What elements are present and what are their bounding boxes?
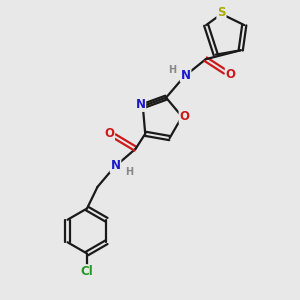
Text: Cl: Cl (81, 265, 93, 278)
Text: N: N (181, 69, 190, 82)
Text: N: N (110, 159, 121, 172)
Text: O: O (104, 127, 114, 140)
Text: H: H (168, 65, 176, 75)
Text: O: O (179, 110, 189, 123)
Text: N: N (135, 98, 146, 111)
Text: S: S (217, 6, 226, 19)
Text: O: O (226, 68, 236, 81)
Text: H: H (125, 167, 133, 177)
